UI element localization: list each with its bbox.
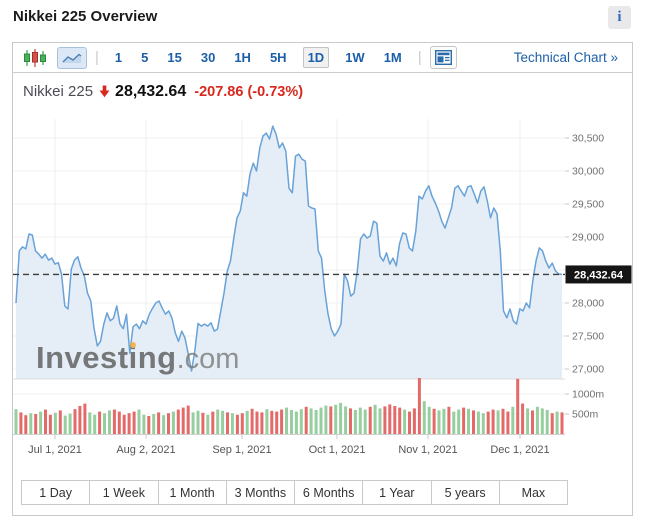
interval-1h[interactable]: 1H: [234, 50, 251, 65]
svg-text:Nov 1, 2021: Nov 1, 2021: [398, 444, 457, 456]
svg-text:28,432.64: 28,432.64: [574, 269, 624, 281]
price-down-arrow-icon: [99, 85, 110, 98]
svg-text:30,500: 30,500: [572, 133, 604, 145]
range-button-1-month[interactable]: 1 Month: [157, 480, 227, 505]
interval-1[interactable]: 1: [114, 50, 123, 65]
interval-1w[interactable]: 1W: [345, 50, 365, 65]
x-axis-labels: Jul 1, 2021 Aug 2, 2021 Sep 1, 2021 Oct 1, …: [28, 444, 550, 456]
svg-text:29,500: 29,500: [572, 199, 604, 211]
svg-text:27,000: 27,000: [572, 364, 604, 376]
quote-row: Nikkei 225 28,432.64 -207.86 (-0.73%): [13, 74, 632, 109]
candlestick-chart-icon[interactable]: [23, 48, 47, 67]
interval-30[interactable]: 30: [200, 50, 216, 65]
price-line-series: [15, 125, 563, 372]
interval-5h[interactable]: 5H: [269, 50, 287, 65]
interval-list: 1 5 15 30 1H 5H 1D 1W 1M: [112, 47, 405, 68]
chart-canvas[interactable]: 30,50030,00029,50029,00028,50028,00027,5…: [13, 109, 632, 461]
range-button-3-months[interactable]: 3 Months: [225, 480, 295, 505]
volume-bars: [14, 378, 564, 434]
change-absolute: -207.86: [194, 83, 244, 100]
svg-text:29,000: 29,000: [572, 232, 604, 244]
range-button-1-day[interactable]: 1 Day: [21, 480, 91, 505]
instrument-name: Nikkei 225: [23, 83, 94, 100]
svg-text:27,500: 27,500: [572, 331, 604, 343]
svg-text:Sep 1, 2021: Sep 1, 2021: [212, 444, 271, 456]
interval-1m[interactable]: 1M: [383, 50, 402, 65]
svg-text:Jul 1, 2021: Jul 1, 2021: [28, 444, 82, 456]
price-area-fill: [16, 126, 562, 379]
range-button-1-year[interactable]: 1 Year: [362, 480, 432, 505]
area-chart-icon: [62, 53, 82, 63]
svg-text:Aug 2, 2021: Aug 2, 2021: [116, 444, 175, 456]
range-button-max[interactable]: Max: [498, 480, 568, 505]
change-percent: (-0.73%): [247, 83, 304, 100]
interval-5[interactable]: 5: [141, 50, 149, 65]
page-title: Nikkei 225 Overview: [13, 8, 158, 25]
interval-1d[interactable]: 1D: [302, 47, 330, 68]
svg-text:Dec 1, 2021: Dec 1, 2021: [490, 444, 549, 456]
chart-area: 30,50030,00029,50029,00028,50028,00027,5…: [13, 109, 632, 461]
range-button-6-months[interactable]: 6 Months: [294, 480, 364, 505]
info-button[interactable]: i: [608, 6, 631, 29]
svg-text:1000m: 1000m: [572, 389, 604, 401]
svg-text:28,000: 28,000: [572, 298, 604, 310]
chart-widget-frame: | 1 5 15 30 1H 5H 1D 1W 1M | Technical Chart » N…: [12, 42, 633, 516]
news-layout-icon: [434, 50, 452, 65]
range-buttons: 1 Day 1 Week 1 Month 3 Months 6 Months 1 Year…: [21, 480, 568, 505]
info-icon: i: [617, 9, 622, 25]
svg-text:30,000: 30,000: [572, 166, 604, 178]
news-view-icon-button[interactable]: [429, 46, 457, 69]
svg-text:500m: 500m: [572, 409, 599, 421]
interval-15[interactable]: 15: [167, 50, 182, 65]
area-chart-icon-button[interactable]: [57, 46, 87, 69]
range-button-5-years[interactable]: 5 years: [430, 480, 500, 505]
current-price-tag: 28,432.64: [565, 265, 632, 284]
last-price: 28,432.64: [115, 82, 187, 100]
range-button-1-week[interactable]: 1 Week: [89, 480, 159, 505]
toolbar-separator: |: [95, 49, 99, 66]
chart-toolbar: | 1 5 15 30 1H 5H 1D 1W 1M | Technical Chart »: [13, 43, 632, 73]
technical-chart-link[interactable]: Technical Chart »: [513, 50, 618, 65]
price-change: -207.86 (-0.73%): [194, 84, 303, 100]
toolbar-separator: |: [417, 49, 422, 66]
svg-text:Oct 1, 2021: Oct 1, 2021: [309, 444, 366, 456]
